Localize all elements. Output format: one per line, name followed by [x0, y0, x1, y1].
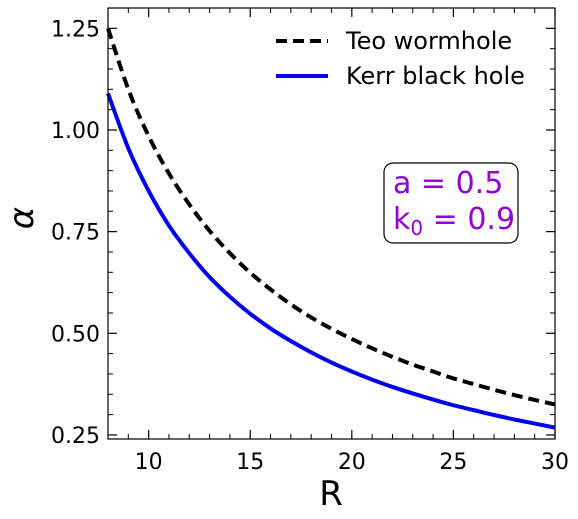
x-tick-label: 10 — [135, 450, 163, 475]
y-tick-label: 0.75 — [51, 221, 100, 246]
legend-label-kerr: Kerr black hole — [346, 62, 525, 90]
y-tick-label: 0.25 — [51, 424, 100, 449]
y-tick-label: 1.00 — [51, 119, 100, 144]
x-tick-label: 30 — [541, 450, 569, 475]
legend: Teo wormhole Kerr black hole — [276, 27, 525, 90]
x-tick-label: 20 — [338, 450, 366, 475]
parameter-annotation: a = 0.5 k0 = 0.9 — [383, 162, 519, 244]
annotation-box — [383, 162, 519, 244]
y-axis-label: α — [2, 207, 42, 229]
plot-frame — [107, 7, 556, 440]
annotation-line-k0: k0 = 0.9 — [393, 202, 515, 240]
series-layer — [106, 27, 556, 430]
x-tick-label: 25 — [439, 450, 467, 475]
x-tick-label: 15 — [236, 450, 264, 475]
series-line-teo-wormhole — [106, 27, 556, 407]
legend-label-teo: Teo wormhole — [345, 27, 512, 55]
y-tick-label: 1.25 — [51, 17, 100, 42]
series-line-kerr-black-hole — [106, 92, 556, 430]
x-axis-label: R — [319, 474, 343, 514]
y-tick-label: 0.50 — [51, 322, 100, 347]
annotation-line-a: a = 0.5 — [393, 166, 503, 201]
